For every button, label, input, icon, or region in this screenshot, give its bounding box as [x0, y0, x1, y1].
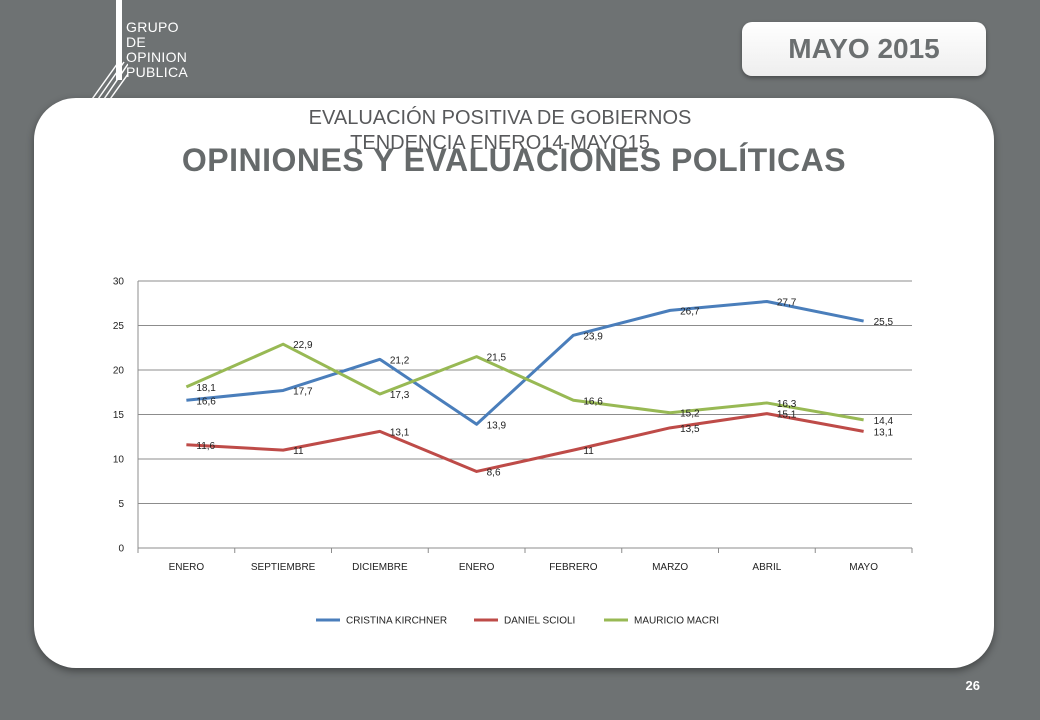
x-tick-label: ENERO — [169, 562, 205, 573]
slide-title: OPINIONES Y EVALUACIONES POLÍTICAS — [181, 142, 847, 178]
data-label: 21,5 — [487, 353, 507, 364]
x-tick-label: ABRIL — [752, 562, 781, 573]
page-number: 26 — [965, 678, 980, 693]
series-line-2 — [185, 342, 864, 422]
data-label: 18,1 — [196, 383, 216, 394]
legend-label: DANIEL SCIOLI — [504, 616, 575, 627]
logo-bar — [116, 0, 122, 80]
data-label: 15,2 — [680, 409, 700, 420]
y-tick-label: 0 — [118, 544, 124, 555]
x-tick-label: ENERO — [459, 562, 495, 573]
grupo-de-opinion-publica-logo: GRUPO DE OPINION PUBLICA — [84, 0, 224, 110]
data-label: 16,3 — [777, 399, 797, 410]
data-label: 16,6 — [583, 396, 603, 407]
legend-label: MAURICIO MACRI — [634, 616, 719, 627]
x-tick-label: SEPTIEMBRE — [251, 562, 316, 573]
data-label: 21,2 — [390, 355, 410, 366]
data-label: 22,9 — [293, 340, 313, 351]
logo-line-4: PUBLICA — [126, 64, 189, 80]
logo-stripes-icon — [89, 59, 128, 103]
x-tick-label: DICIEMBRE — [352, 562, 408, 573]
logo-line-2: DE — [126, 34, 147, 50]
data-label: 17,7 — [293, 386, 313, 397]
data-label: 11,6 — [196, 441, 215, 452]
data-label: 26,7 — [680, 306, 700, 317]
data-label: 23,9 — [583, 331, 603, 342]
y-tick-label: 30 — [113, 277, 125, 288]
x-tick-label: MARZO — [652, 562, 688, 573]
data-label: 13,5 — [680, 424, 700, 435]
data-label: 13,1 — [874, 427, 894, 438]
data-label: 15,1 — [777, 410, 797, 421]
logo-text: GRUPO DE OPINION PUBLICA — [126, 20, 188, 80]
data-label: 27,7 — [777, 297, 797, 308]
date-tab: MAYO 2015 — [742, 22, 986, 76]
chart-title-line-1: EVALUACIÓN POSITIVA DE GOBIERNOS — [308, 107, 692, 129]
data-label: 11 — [293, 446, 304, 457]
data-label: 17,3 — [390, 390, 410, 401]
data-label: 14,4 — [874, 416, 894, 427]
data-label: 13,1 — [390, 427, 410, 438]
x-tick-label: FEBRERO — [549, 562, 598, 573]
chart-title: EVALUACIÓN POSITIVA DE GOBIERNOS TENDENC… — [0, 106, 1000, 156]
data-label: 25,5 — [874, 317, 894, 328]
data-label: 16,6 — [196, 396, 216, 407]
chart-title-line-2: TENDENCIA ENERO14-MAYO15 — [350, 132, 650, 154]
logo-line-1: GRUPO — [126, 19, 179, 35]
y-tick-label: 15 — [113, 410, 125, 421]
series-line-0 — [186, 299, 864, 426]
y-tick-label: 5 — [118, 499, 124, 510]
legend-label: CRISTINA KIRCHNER — [346, 616, 447, 627]
y-tick-label: 20 — [113, 366, 125, 377]
logo-line-3: OPINION — [126, 49, 188, 65]
x-tick-label: MAYO — [849, 562, 878, 573]
date-label: MAYO 2015 — [788, 33, 940, 64]
y-tick-label: 10 — [113, 455, 125, 466]
data-label: 13,9 — [487, 420, 507, 431]
data-label: 11 — [583, 446, 594, 457]
series-line-1 — [186, 412, 864, 473]
data-label: 8,6 — [487, 467, 501, 478]
y-tick-label: 25 — [113, 321, 125, 332]
